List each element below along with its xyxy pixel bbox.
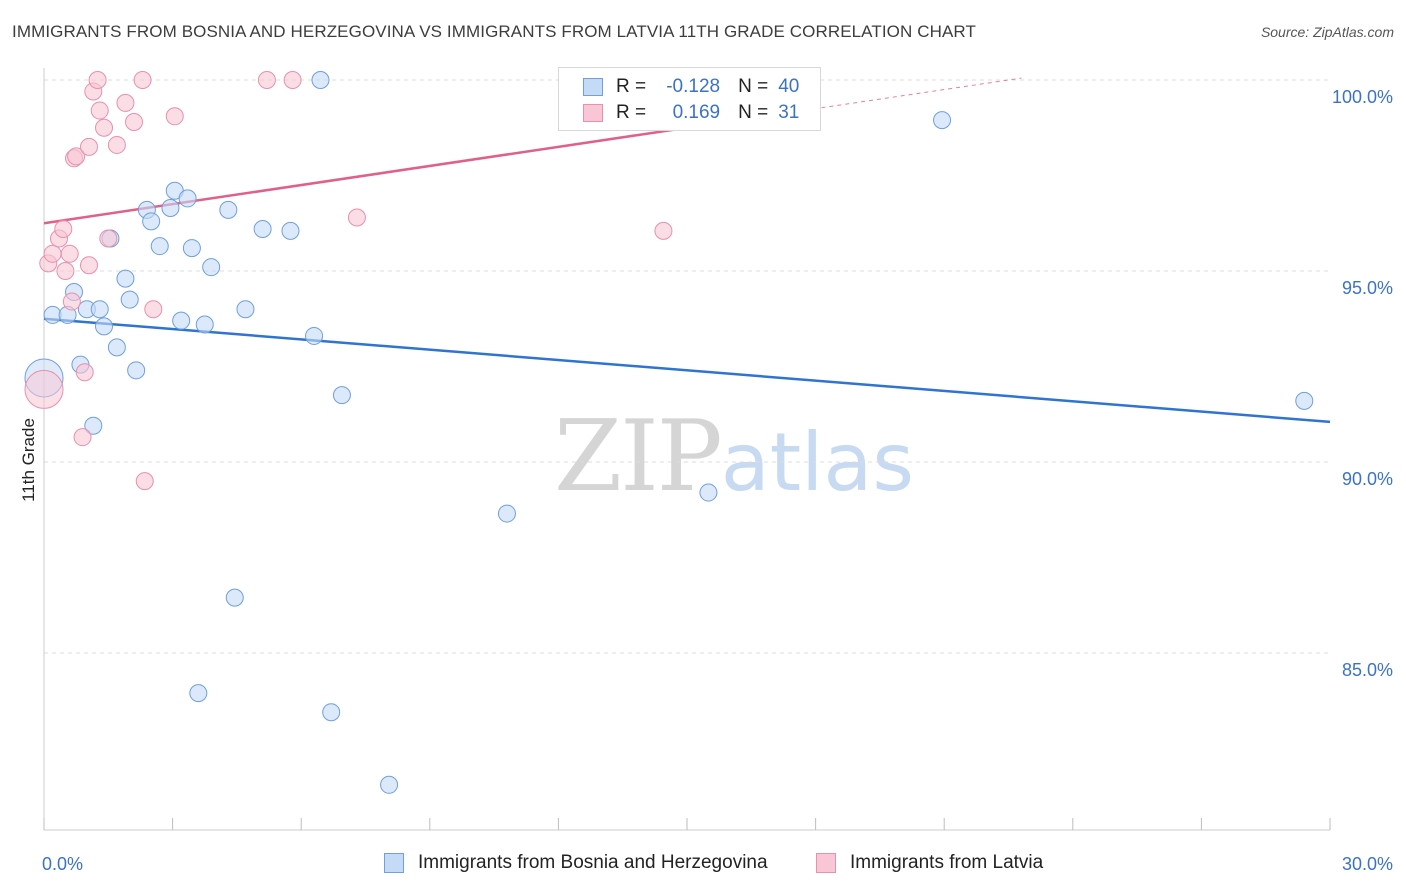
correlation-legend: R = -0.128 N = 40 R = 0.169 N = 31: [558, 67, 821, 131]
bosnia-point: [43, 305, 62, 324]
y-tick-label: 85.0%: [1342, 660, 1393, 680]
latvia-point: [90, 101, 109, 120]
bosnia-point: [116, 269, 135, 288]
latvia-point: [144, 300, 163, 319]
bottom-legend-label-bosnia: Immigrants from Bosnia and Herzegovina: [418, 852, 768, 873]
bosnia-point: [161, 198, 180, 217]
bosnia-point: [236, 300, 255, 319]
x-tick-label: 0.0%: [42, 854, 83, 874]
latvia-point: [43, 244, 62, 263]
legend-r-value: -0.128: [666, 76, 721, 97]
bosnia-point: [253, 219, 272, 238]
watermark-atlas: atlas: [720, 416, 915, 509]
bosnia-point: [182, 239, 201, 258]
bosnia-point: [322, 703, 341, 722]
y-tick-label: 90.0%: [1342, 469, 1393, 489]
gridlines: [44, 79, 1330, 654]
bosnia-point: [120, 290, 139, 309]
legend-n-label: N =: [738, 102, 769, 123]
legend-row-latvia: R = 0.169 N = 31: [559, 100, 799, 126]
latvia-point: [283, 71, 302, 89]
bosnia-point: [497, 504, 516, 523]
legend-n-value: 40: [778, 76, 800, 97]
latvia-point: [107, 135, 126, 154]
bosnia-point: [172, 311, 191, 330]
bosnia-point: [281, 221, 300, 240]
latvia-point: [654, 221, 673, 240]
legend-r-label: R =: [616, 102, 647, 123]
latvia-point: [67, 147, 86, 166]
bosnia-point: [84, 416, 103, 435]
chart-title: IMMIGRANTS FROM BOSNIA AND HERZEGOVINA V…: [12, 22, 976, 41]
bosnia-point: [150, 237, 169, 256]
bottom-legend-swatch-bosnia: [384, 853, 404, 873]
tick-labels: 100.0% 95.0% 90.0% 85.0% 0.0% 30.0%: [42, 87, 1393, 874]
bosnia-point: [305, 326, 324, 345]
bosnia-point: [189, 684, 208, 703]
latvia-point: [75, 363, 94, 382]
latvia-point: [347, 208, 366, 227]
legend-r-value: 0.169: [672, 102, 721, 123]
bosnia-point: [699, 483, 718, 502]
bosnia-point: [142, 212, 161, 231]
bottom-legend-swatch-latvia: [816, 853, 836, 873]
latvia-point: [88, 71, 107, 89]
latvia-point: [125, 113, 144, 132]
bosnia-point: [90, 300, 109, 319]
data-points: [24, 71, 1314, 794]
bosnia-point: [1295, 391, 1314, 410]
bosnia-point: [127, 361, 146, 380]
latvia-point: [116, 93, 135, 112]
latvia-point: [95, 118, 114, 137]
bottom-legend-latvia[interactable]: Immigrants from Latvia: [816, 852, 1043, 874]
bosnia-point: [95, 317, 114, 336]
latvia-point: [24, 369, 64, 409]
legend-n-label: N =: [738, 76, 769, 97]
bosnia-trend-line: [43, 317, 1331, 424]
legend-swatch-latvia: [583, 104, 603, 122]
bosnia-point: [219, 200, 238, 219]
latvia-point: [133, 71, 152, 89]
bosnia-point: [380, 775, 399, 794]
latvia-point: [99, 229, 118, 248]
bottom-legend-bosnia[interactable]: Immigrants from Bosnia and Herzegovina: [384, 852, 768, 874]
latvia-point: [165, 107, 184, 126]
latvia-point: [80, 137, 99, 156]
latvia-point: [135, 472, 154, 491]
bosnia-point: [178, 189, 197, 208]
source-note: Source: ZipAtlas.com: [1260, 24, 1394, 40]
axes: [43, 68, 1331, 831]
latvia-point: [56, 262, 75, 280]
watermark: ZIPatlas: [554, 400, 914, 514]
y-axis-label: 11th Grade: [19, 418, 38, 502]
bosnia-point: [332, 386, 351, 405]
bosnia-point: [311, 71, 330, 89]
bottom-legend-label-latvia: Immigrants from Latvia: [850, 852, 1044, 873]
latvia-point: [80, 256, 99, 275]
latvia-point: [257, 71, 276, 89]
legend-n-value: 31: [778, 102, 800, 123]
legend-swatch-bosnia: [583, 78, 603, 96]
watermark-zip: ZIP: [554, 400, 723, 514]
legend-r-label: R =: [616, 76, 647, 97]
bosnia-point: [107, 338, 126, 357]
bosnia-point: [225, 588, 244, 607]
latvia-point: [62, 292, 81, 311]
y-tick-label: 100.0%: [1332, 87, 1393, 107]
bosnia-point: [195, 315, 214, 334]
bosnia-point: [933, 111, 952, 130]
latvia-point: [54, 219, 73, 238]
latvia-point: [60, 244, 79, 263]
x-tick-label: 30.0%: [1342, 854, 1393, 874]
y-tick-label: 95.0%: [1342, 278, 1393, 298]
bosnia-point: [202, 258, 221, 277]
latvia-point: [73, 428, 92, 447]
legend-row-bosnia: R = -0.128 N = 40: [559, 74, 799, 100]
